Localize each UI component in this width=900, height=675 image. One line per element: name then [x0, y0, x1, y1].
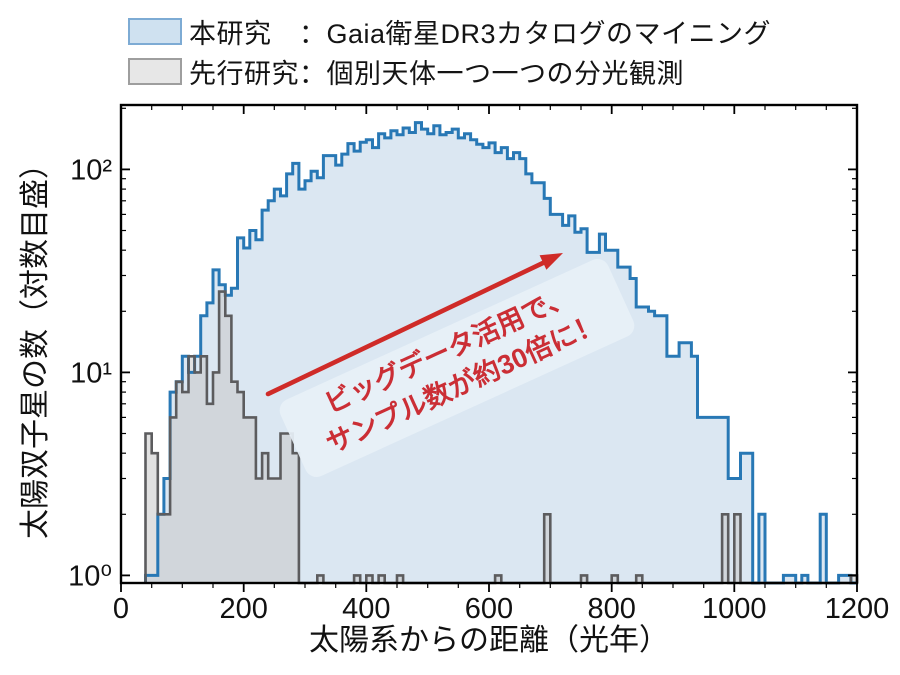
x-tick-label: 1200 [825, 593, 890, 625]
blue-histogram-outline [144, 121, 857, 585]
x-tick-label: 800 [588, 593, 636, 625]
legend-item-this-study: 本研究 ：Gaia衛星DR3カタログのマイニング [128, 11, 771, 51]
x-tick-label: 200 [220, 593, 268, 625]
growth-arrow-shaft [265, 259, 548, 397]
legend-swatch-prior-study [128, 57, 182, 85]
x-tick-label: 400 [342, 593, 390, 625]
x-axis-label: 太陽系からの距離（光年） [309, 624, 669, 657]
y-tick-label: 10¹ [70, 357, 112, 389]
x-tick-label: 600 [465, 593, 513, 625]
legend: 本研究 ：Gaia衛星DR3カタログのマイニング 先行研究：個別天体一つ一つの分… [128, 11, 771, 91]
legend-item-prior-study: 先行研究：個別天体一つ一つの分光観測 [128, 51, 771, 91]
x-tick-label: 0 [113, 593, 129, 625]
axis-ticks [120, 105, 858, 592]
legend-label-prior-study: 先行研究：個別天体一つ一つの分光観測 [189, 58, 684, 89]
y-tick-label: 10⁰ [68, 560, 112, 592]
x-tick-label: 1000 [702, 593, 767, 625]
y-tick-label: 10² [70, 154, 112, 186]
growth-arrow [265, 253, 563, 397]
growth-arrow-head [539, 253, 563, 270]
tick-labels: 0 200 400 600 800 1000 1200 10⁰ 10¹ 10² [68, 154, 889, 625]
y-axis-label: 太陽双子星の数（対数目盛） [19, 149, 52, 539]
legend-label-this-study: 本研究 ：Gaia衛星DR3カタログのマイニング [189, 18, 772, 49]
plot-border [119, 103, 859, 585]
gray-histogram-fill [145, 291, 857, 583]
legend-swatch-this-study [128, 17, 182, 45]
